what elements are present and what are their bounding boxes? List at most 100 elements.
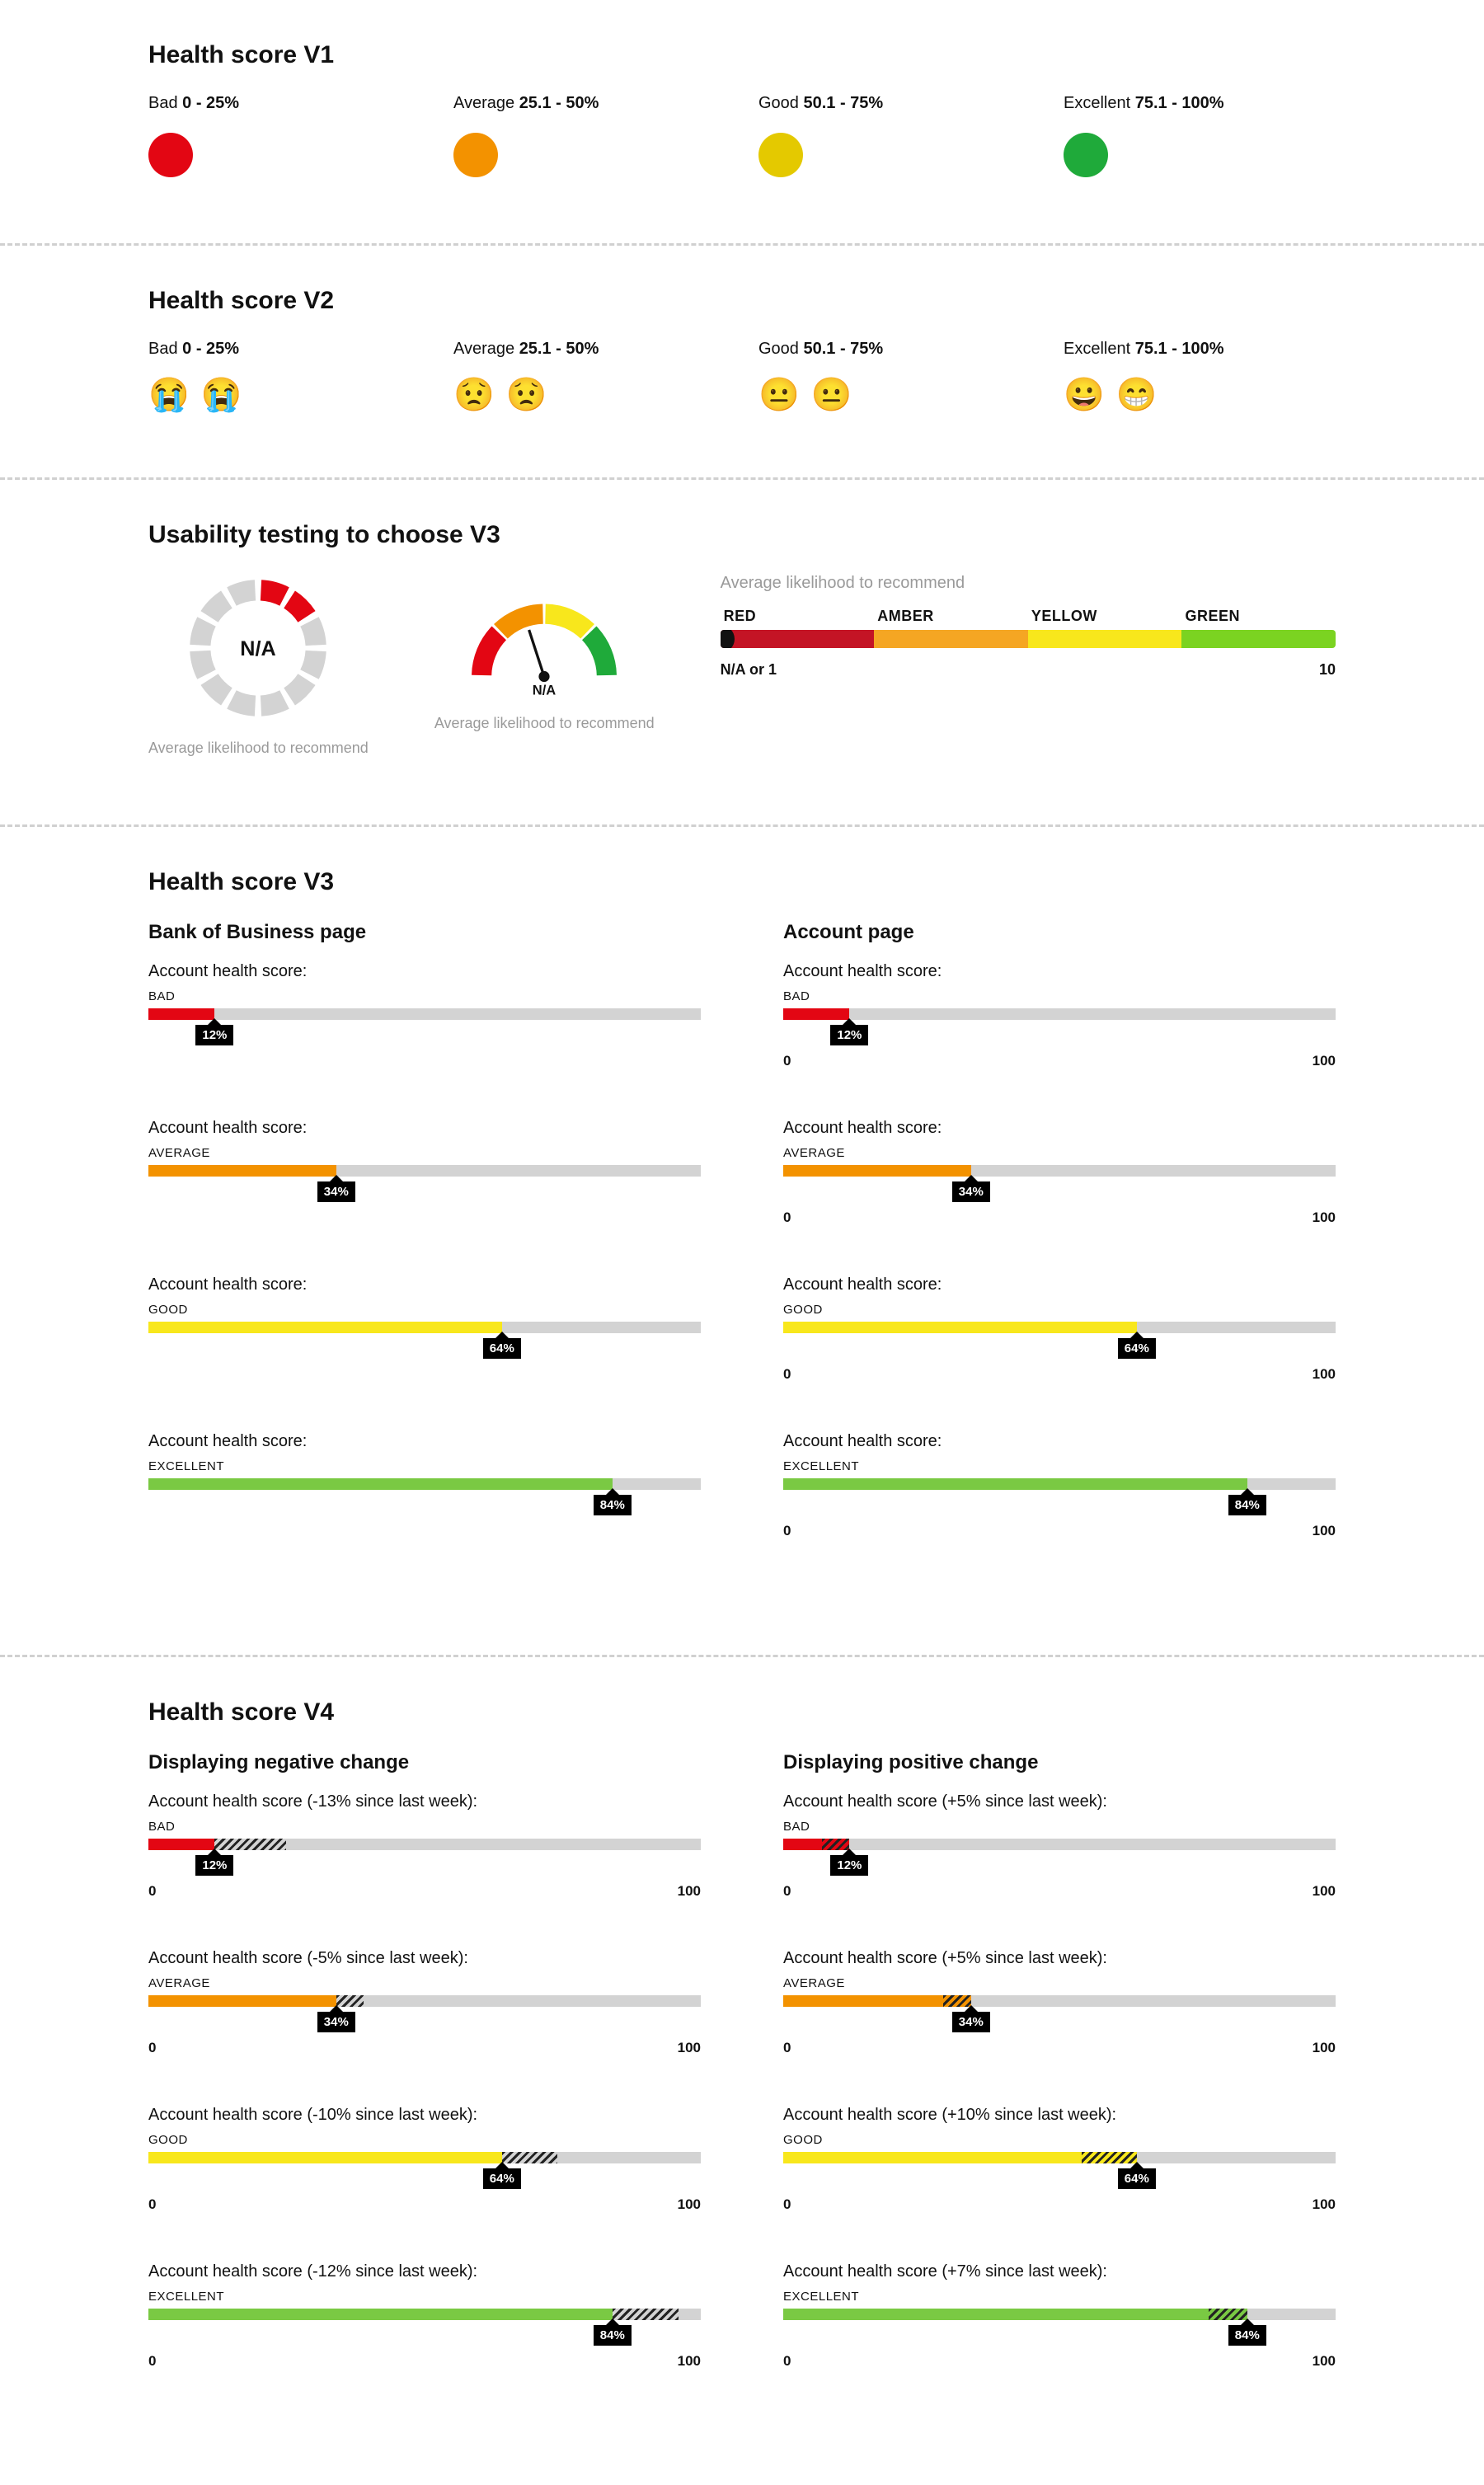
bar-scale: 0100 <box>148 1883 701 1900</box>
bar-marker-value: 12% <box>830 1025 868 1045</box>
v4-title: Health score V4 <box>148 1698 1336 1726</box>
bar-marker: 34% <box>317 1181 355 1202</box>
spectrum-scale: Average likelihood to recommend REDAMBER… <box>721 574 1336 679</box>
spectrum-label: AMBER <box>874 608 1028 625</box>
score-block: Account health score (-12% since last we… <box>148 2262 701 2370</box>
level-label: Good 50.1 - 75% <box>758 340 1031 359</box>
level-dot <box>453 133 498 177</box>
score-block: Account health score: AVERAGE 34% 0100 <box>783 1119 1336 1226</box>
bar-marker: 64% <box>483 1338 521 1359</box>
level-excellent: Excellent 75.1 - 100% <box>1064 94 1336 177</box>
score-grade: GOOD <box>148 2133 701 2147</box>
level-label: Excellent 75.1 - 100% <box>1064 94 1336 113</box>
score-block: Account health score (+5% since last wee… <box>783 1792 1336 1900</box>
score-label: Account health score: <box>148 1119 701 1138</box>
bar-scale: 0100 <box>148 2040 701 2056</box>
spectrum-segment <box>721 630 875 648</box>
score-label: Account health score: <box>783 962 1336 981</box>
bar-fill <box>783 2309 1247 2320</box>
bar-marker: 84% <box>1228 1495 1266 1515</box>
spectrum-label: YELLOW <box>1028 608 1182 625</box>
score-grade: BAD <box>783 989 1336 1003</box>
level-excellent: Excellent 75.1 - 100% 😀 😁 <box>1064 340 1336 411</box>
score-block: Account health score: BAD 12% 0100 <box>783 962 1336 1069</box>
delta-hatch <box>613 2309 679 2320</box>
level-average: Average 25.1 - 50% <box>453 94 726 177</box>
emoji-icon: 😐 <box>811 378 852 411</box>
emoji-row: 😭😭 <box>148 378 420 411</box>
v4-right-heading: Displaying positive change <box>783 1751 1336 1774</box>
bar-scale: 0100 <box>783 2196 1336 2213</box>
bar-fill <box>148 2309 613 2320</box>
emoji-icon: 😭 <box>201 378 242 411</box>
svg-text:N/A: N/A <box>533 683 556 698</box>
bar-marker-value: 84% <box>594 2325 632 2346</box>
bar-track: 34% <box>148 1995 701 2007</box>
bar-marker: 34% <box>952 1181 990 1202</box>
spectrum-thumb <box>721 630 735 648</box>
bar-marker: 64% <box>1118 2168 1156 2189</box>
score-block: Account health score: GOOD 64% 0100 <box>148 1275 701 1383</box>
v1-title: Health score V1 <box>148 41 1336 69</box>
bar-track: 84% <box>148 1478 701 1490</box>
score-label: Account health score: <box>783 1119 1336 1138</box>
bar-track: 12% <box>783 1839 1336 1850</box>
score-label: Account health score (-12% since last we… <box>148 2262 701 2281</box>
score-grade: EXCELLENT <box>148 2290 701 2304</box>
v3-right-heading: Account page <box>783 921 1336 944</box>
level-label: Bad 0 - 25% <box>148 94 420 113</box>
bar-scale: 0100 <box>783 1883 1336 1900</box>
bar-marker: 12% <box>195 1025 233 1045</box>
level-label: Average 25.1 - 50% <box>453 94 726 113</box>
bar-track: 84% <box>783 1478 1336 1490</box>
score-block: Account health score (+7% since last wee… <box>783 2262 1336 2370</box>
bar-fill <box>148 1322 502 1333</box>
spectrum-label: GREEN <box>1181 608 1336 625</box>
v3-title: Health score V3 <box>148 868 1336 896</box>
score-grade: BAD <box>148 989 701 1003</box>
section-v1: Health score V1 Bad 0 - 25% Average 25.1… <box>0 0 1484 243</box>
emoji-icon: 😐 <box>758 378 800 411</box>
emoji-row: 😟😟 <box>453 378 726 411</box>
bar-marker-value: 34% <box>952 2012 990 2032</box>
emoji-row: 😐😐 <box>758 378 1031 411</box>
score-block: Account health score (-10% since last we… <box>148 2106 701 2213</box>
emoji-icon: 😁 <box>1116 378 1158 411</box>
spectrum-segment <box>874 630 1028 648</box>
score-label: Account health score: <box>148 1432 701 1451</box>
bar-track: 84% <box>148 2309 701 2320</box>
emoji-icon: 😀 <box>1064 378 1105 411</box>
score-block: Account health score: EXCELLENT 84% 0100 <box>783 1432 1336 1539</box>
level-dot <box>148 133 193 177</box>
bar-track: 34% <box>783 1165 1336 1177</box>
score-grade: AVERAGE <box>148 1976 701 1990</box>
level-label: Excellent 75.1 - 100% <box>1064 340 1336 359</box>
spectrum-left-end: N/A or 1 <box>721 661 777 679</box>
bar-scale: 0100 <box>783 1523 1336 1539</box>
section-v3: Health score V3 Bank of Business page Ac… <box>0 827 1484 1655</box>
bar-marker: 12% <box>830 1025 868 1045</box>
spectrum-label: RED <box>721 608 875 625</box>
score-block: Account health score: BAD 12% 0100 <box>148 962 701 1069</box>
score-grade: EXCELLENT <box>783 1459 1336 1473</box>
score-label: Account health score: <box>148 1275 701 1294</box>
bar-marker: 34% <box>952 2012 990 2032</box>
bar-fill <box>783 1165 971 1177</box>
bar-fill <box>148 1995 336 2007</box>
bar-track: 64% <box>148 2152 701 2163</box>
bar-track: 64% <box>148 1322 701 1333</box>
bar-marker: 84% <box>594 2325 632 2346</box>
v2-title: Health score V2 <box>148 287 1336 315</box>
bar-marker: 64% <box>1118 1338 1156 1359</box>
bar-marker-value: 34% <box>317 1181 355 1202</box>
score-block: Account health score (-5% since last wee… <box>148 1949 701 2056</box>
bar-marker: 64% <box>483 2168 521 2189</box>
level-good: Good 50.1 - 75% 😐😐 <box>758 340 1031 411</box>
bar-marker-value: 34% <box>952 1181 990 1202</box>
score-grade: BAD <box>783 1820 1336 1834</box>
score-label: Account health score (+5% since last wee… <box>783 1792 1336 1811</box>
bar-marker-value: 12% <box>195 1855 233 1876</box>
delta-hatch <box>1082 2152 1137 2163</box>
ring-caption: Average likelihood to recommend <box>148 738 369 759</box>
bar-marker-value: 84% <box>1228 1495 1266 1515</box>
